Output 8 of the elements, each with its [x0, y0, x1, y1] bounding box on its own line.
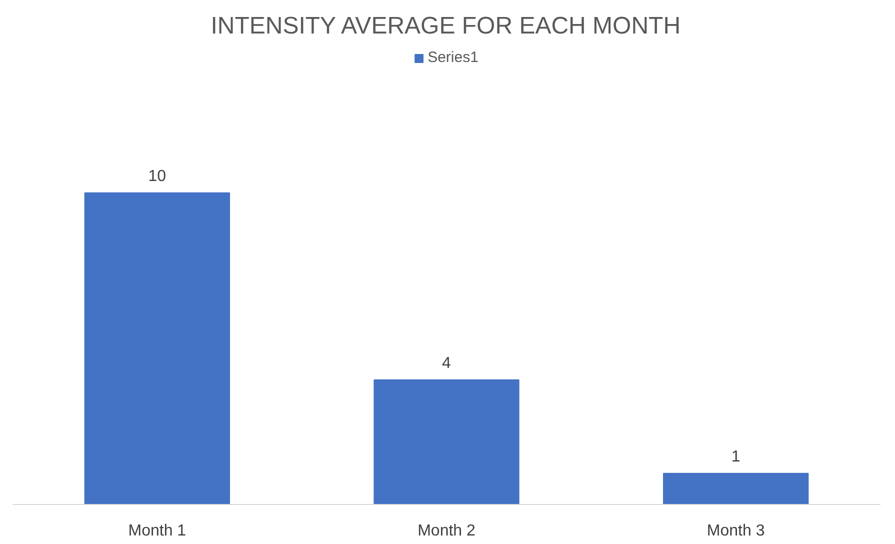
chart-title: INTENSITY AVERAGE FOR EACH MONTH — [210, 12, 681, 40]
data-label: 4 — [442, 354, 452, 372]
data-label: 10 — [148, 168, 166, 185]
x-tick-label: Month 3 — [706, 522, 765, 540]
x-tick-label: Month 1 — [128, 522, 186, 540]
x-tick-label: Month 2 — [418, 522, 476, 540]
legend-label: Series1 — [428, 49, 478, 66]
data-label: 1 — [731, 448, 740, 466]
